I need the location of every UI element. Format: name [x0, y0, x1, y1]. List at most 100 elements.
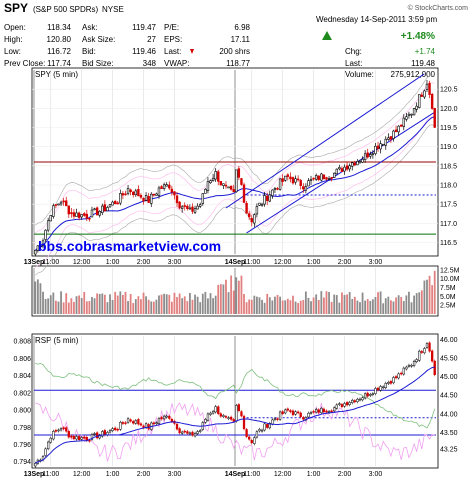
volume-bar [413, 295, 415, 314]
rsp-left-tick-label: 0.796 [13, 442, 31, 449]
volume-bar [320, 291, 323, 314]
candle-body [371, 153, 375, 156]
candle-body [412, 108, 416, 116]
candle-body [338, 167, 341, 170]
band-line [35, 82, 435, 234]
rsp-candle-body [296, 411, 300, 414]
candle-body [351, 162, 354, 167]
candle-body [124, 193, 127, 196]
volume-bar [88, 301, 91, 314]
y-tick-label: 119.0 [440, 144, 457, 151]
candle-body [405, 116, 408, 120]
volume-tick-label: 5.0M [440, 294, 456, 301]
y-tick-label: 120.0 [440, 106, 458, 113]
x-tick-label: 13Sep [24, 471, 45, 478]
open-value: 118.34 [47, 23, 71, 32]
volume-bar [405, 295, 408, 314]
candle-body [402, 117, 405, 127]
rsp-candle-body [343, 403, 346, 407]
rsp-candle-body [237, 404, 241, 411]
candle-body [296, 178, 300, 181]
rsp-right-tick-label: 44.50 [440, 393, 458, 400]
candle-body [206, 181, 210, 191]
candle-body [330, 177, 333, 179]
volume-bar [98, 293, 101, 314]
candle-body [150, 193, 153, 204]
bands-layer [35, 74, 435, 276]
rsp-candle-body [379, 386, 382, 391]
candle-body [85, 213, 89, 219]
pct-change: +1.48% [401, 31, 435, 42]
rsp-panel-frame [31, 333, 439, 469]
rsp-candle-body [160, 417, 163, 420]
volume-bar [426, 279, 428, 314]
rsp-candle-body [199, 430, 202, 432]
volume-bar [83, 291, 86, 314]
candle-body [103, 204, 107, 212]
prev-close-label: Prev Close: [4, 59, 45, 68]
rsp-candle-body [273, 418, 277, 420]
volume-bar [366, 299, 369, 314]
volume-bar [140, 299, 142, 314]
rsp-candle-body [266, 424, 269, 428]
volume-bar [47, 298, 50, 314]
last-price-label: Last: [345, 59, 362, 68]
band-line [35, 116, 435, 268]
exchange: NYSE [102, 5, 124, 14]
volume-bar [258, 297, 261, 314]
volume-bar [183, 296, 186, 314]
volume-bar [155, 299, 158, 314]
volume-bar [333, 294, 336, 314]
candle-body [356, 161, 359, 166]
volume-label: Volume: [345, 70, 374, 79]
volume-bar [145, 296, 147, 314]
candle-body [376, 145, 380, 149]
rsp-candle-body [271, 419, 274, 425]
volume-bar [65, 293, 68, 314]
volume-tick-label: 12.5M [440, 267, 460, 274]
candle-body [67, 205, 70, 215]
candle-body [309, 179, 313, 181]
rsp-candle-body [276, 418, 279, 420]
volume-bar [127, 301, 129, 314]
rsp-candle-body [253, 437, 256, 444]
rsp-candle-body [124, 422, 127, 424]
rsp-candle-body [363, 393, 367, 399]
candle-body [307, 180, 310, 187]
rsp-candle-body [59, 428, 63, 431]
rsp-candle-body [186, 431, 189, 434]
rsp-candle-body [65, 427, 68, 432]
volume-bar [44, 298, 47, 314]
watermark-text: bbs.cobrasmarketview.com [38, 238, 221, 254]
candles-layer [34, 79, 436, 257]
candle-body [407, 113, 411, 116]
candle-body [358, 160, 362, 163]
volume-bar [250, 299, 253, 314]
ask-label: Ask: [82, 23, 98, 32]
rsp-candle-body [387, 382, 390, 384]
candle-body [147, 196, 150, 203]
rsp-candle-body [361, 397, 364, 401]
rsp-candle-body [428, 342, 431, 352]
volume-bar [204, 291, 207, 314]
rsp-candle-body [75, 436, 78, 440]
candle-body [168, 184, 171, 189]
volume-bar [147, 299, 150, 314]
rsp-candle-body [224, 416, 228, 418]
rsp-candle-body [126, 418, 130, 423]
pe-label: P/E: [164, 23, 179, 32]
rsp-candle-body [425, 343, 429, 348]
volume-bar [343, 294, 346, 314]
rsp-moving-average-line [35, 366, 435, 464]
volume-bar [361, 292, 364, 314]
rsi-green-line [35, 362, 436, 429]
rsp-candle-body [119, 422, 122, 430]
rsp-candle-body [366, 392, 369, 397]
rsp-left-tick-label: 0.798 [13, 425, 31, 432]
candle-body [333, 172, 336, 178]
volume-bar [75, 296, 78, 314]
rsp-candle-body [80, 437, 83, 440]
volume-bar [315, 294, 318, 314]
volume-bar [142, 292, 145, 314]
volume-bar [325, 291, 328, 314]
